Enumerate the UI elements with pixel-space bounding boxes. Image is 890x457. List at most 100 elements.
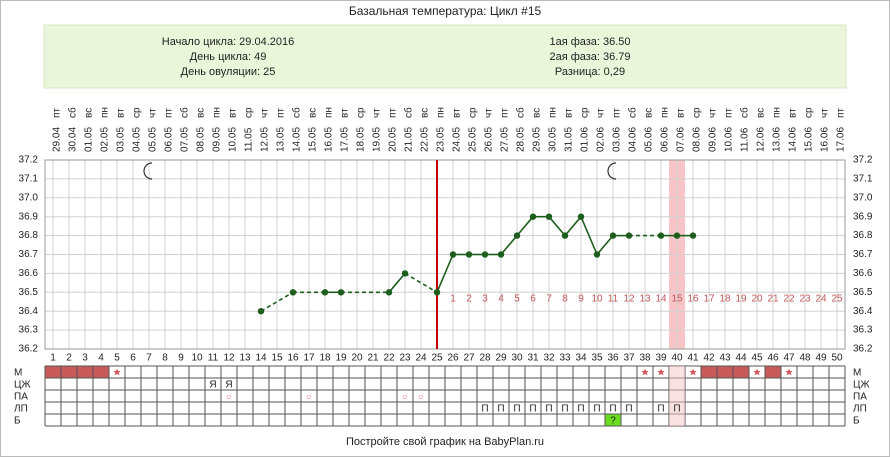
y-tick-label: 36.3 [19, 325, 39, 336]
x-tick-label: 37 [623, 353, 635, 364]
info-text: День овуляции: 25 [181, 66, 276, 78]
y-tick-label: 36.9 [19, 211, 39, 222]
y-tick-label: 36.8 [19, 230, 39, 241]
date-label: 07.05 [180, 127, 191, 152]
row-label: ЦЖ [14, 380, 31, 391]
line-segment [580, 216, 598, 255]
y-tick-label-right: 36.5 [853, 287, 873, 298]
date-label: 07.06 [676, 127, 687, 152]
cell-symbol: ★ [689, 368, 698, 379]
x-tick-label: 36 [607, 353, 619, 364]
filled-cell [605, 414, 621, 426]
date-label: 22.05 [420, 127, 431, 152]
line-segment [436, 254, 454, 293]
weekday-label: пт [836, 108, 847, 118]
x-tick-label: 50 [831, 353, 843, 364]
date-label: 29.04 [52, 127, 63, 152]
weekday-label: ср [692, 107, 703, 118]
date-label: 06.05 [164, 127, 175, 152]
x-tick-label: 10 [191, 353, 203, 364]
cell-symbol: ★ [113, 368, 122, 379]
phase2-day-label: 10 [591, 294, 603, 305]
y-tick-label-right: 37.1 [853, 174, 873, 185]
line-segment [596, 235, 614, 256]
line-segment [388, 272, 406, 293]
weekday-label: пн [548, 107, 559, 118]
x-tick-label: 18 [319, 353, 331, 364]
x-tick-label: 25 [431, 353, 443, 364]
y-tick-label: 36.4 [19, 306, 39, 317]
weekday-label: чт [484, 108, 495, 118]
weekday-label: ср [468, 107, 479, 118]
chart-title: Базальная температура: Цикл #15 [349, 4, 542, 18]
weekday-label: вс [308, 108, 319, 118]
weekday-label: пт [388, 108, 399, 118]
y-tick-label: 37.0 [19, 192, 39, 203]
phase2-day-label: 15 [671, 294, 683, 305]
x-tick-label: 46 [767, 353, 779, 364]
cell-symbol: П [657, 404, 664, 415]
x-tick-label: 2 [66, 353, 72, 364]
x-tick-label: 13 [239, 353, 251, 364]
phase2-day-label: 1 [450, 294, 456, 305]
x-tick-label: 14 [255, 353, 267, 364]
filled-cell [77, 366, 93, 378]
x-tick-label: 19 [335, 353, 347, 364]
point [385, 289, 393, 296]
point [449, 251, 457, 258]
weekday-label: вс [644, 108, 655, 118]
date-label: 01.05 [84, 127, 95, 152]
phase2-day-label: 7 [546, 294, 552, 305]
weekday-label: пн [324, 107, 335, 118]
info-box [43, 24, 847, 89]
row-label: ЛП [14, 404, 28, 415]
cell-symbol: Я [209, 380, 216, 391]
phase2-day-label: 18 [719, 294, 731, 305]
date-label: 15.06 [804, 127, 815, 152]
row-label-right: ЛП [853, 404, 867, 415]
info-text: 2ая фаза: 36.79 [549, 51, 630, 63]
row-label-right: Б [853, 416, 860, 427]
phase2-day-label: 25 [831, 294, 843, 305]
cell-symbol: П [577, 404, 584, 415]
date-label: 23.05 [436, 127, 447, 152]
phase2-day-label: 24 [815, 294, 827, 305]
x-tick-label: 3 [82, 353, 88, 364]
x-tick-label: 5 [114, 353, 120, 364]
weekday-label: вс [532, 108, 543, 118]
x-tick-label: 16 [287, 353, 299, 364]
x-tick-label: 24 [415, 353, 427, 364]
date-label: 08.06 [692, 127, 703, 152]
date-label: 24.05 [452, 127, 463, 152]
cell-symbol: П [529, 404, 536, 415]
y-tick-label-right: 36.7 [853, 249, 873, 260]
weekday-label: пт [724, 108, 735, 118]
cell-symbol: ★ [657, 368, 666, 379]
cell-symbol: П [593, 404, 600, 415]
date-label: 10.05 [228, 127, 239, 152]
x-tick-label: 4 [98, 353, 104, 364]
phase2-day-label: 8 [562, 294, 568, 305]
weekday-label: вс [756, 108, 767, 118]
y-tick-label-right: 36.3 [853, 325, 873, 336]
point [321, 289, 329, 296]
date-label: 20.05 [388, 127, 399, 152]
date-label: 19.05 [372, 127, 383, 152]
x-tick-label: 29 [495, 353, 507, 364]
x-tick-label: 8 [162, 353, 168, 364]
row-label: ПА [14, 392, 28, 403]
cell-symbol: ? [610, 416, 616, 427]
date-label: 09.06 [708, 127, 719, 152]
info-text: Начало цикла: 29.04.2016 [162, 36, 294, 48]
x-tick-label: 23 [399, 353, 411, 364]
point [625, 232, 633, 239]
weekday-label: ср [244, 107, 255, 118]
phase2-day-label: 4 [498, 294, 504, 305]
weekday-label: ср [580, 107, 591, 118]
weekday-label: чт [372, 108, 383, 118]
date-label: 27.05 [500, 127, 511, 152]
weekday-label: пт [52, 108, 63, 118]
highlight-day-table [669, 366, 685, 426]
point [609, 232, 617, 239]
x-tick-label: 32 [543, 353, 555, 364]
